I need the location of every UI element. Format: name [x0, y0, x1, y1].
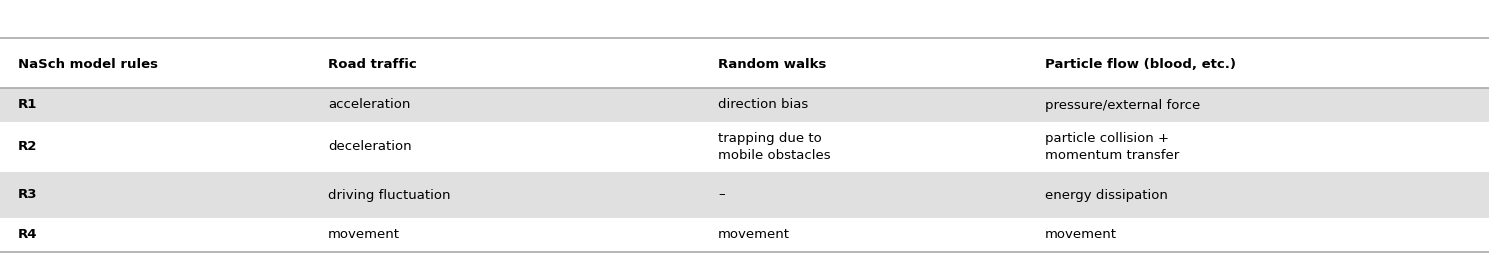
Text: –: – — [718, 188, 725, 201]
Bar — [0, 88, 1489, 122]
Text: R3: R3 — [18, 188, 37, 201]
Text: Random walks: Random walks — [718, 59, 826, 72]
Text: movement: movement — [718, 229, 791, 242]
Text: movement: movement — [328, 229, 401, 242]
Text: acceleration: acceleration — [328, 98, 411, 111]
Text: trapping due to
mobile obstacles: trapping due to mobile obstacles — [718, 132, 831, 162]
Text: particle collision +
momentum transfer: particle collision + momentum transfer — [1045, 132, 1179, 162]
Text: energy dissipation: energy dissipation — [1045, 188, 1167, 201]
Text: Road traffic: Road traffic — [328, 59, 417, 72]
Bar — [0, 172, 1489, 218]
Text: direction bias: direction bias — [718, 98, 809, 111]
Text: NaSch model rules: NaSch model rules — [18, 59, 158, 72]
Text: Particle flow (blood, etc.): Particle flow (blood, etc.) — [1045, 59, 1236, 72]
Text: pressure/external force: pressure/external force — [1045, 98, 1200, 111]
Text: deceleration: deceleration — [328, 140, 411, 153]
Text: driving fluctuation: driving fluctuation — [328, 188, 451, 201]
Text: movement: movement — [1045, 229, 1117, 242]
Text: R4: R4 — [18, 229, 37, 242]
Text: R2: R2 — [18, 140, 37, 153]
Text: R1: R1 — [18, 98, 37, 111]
